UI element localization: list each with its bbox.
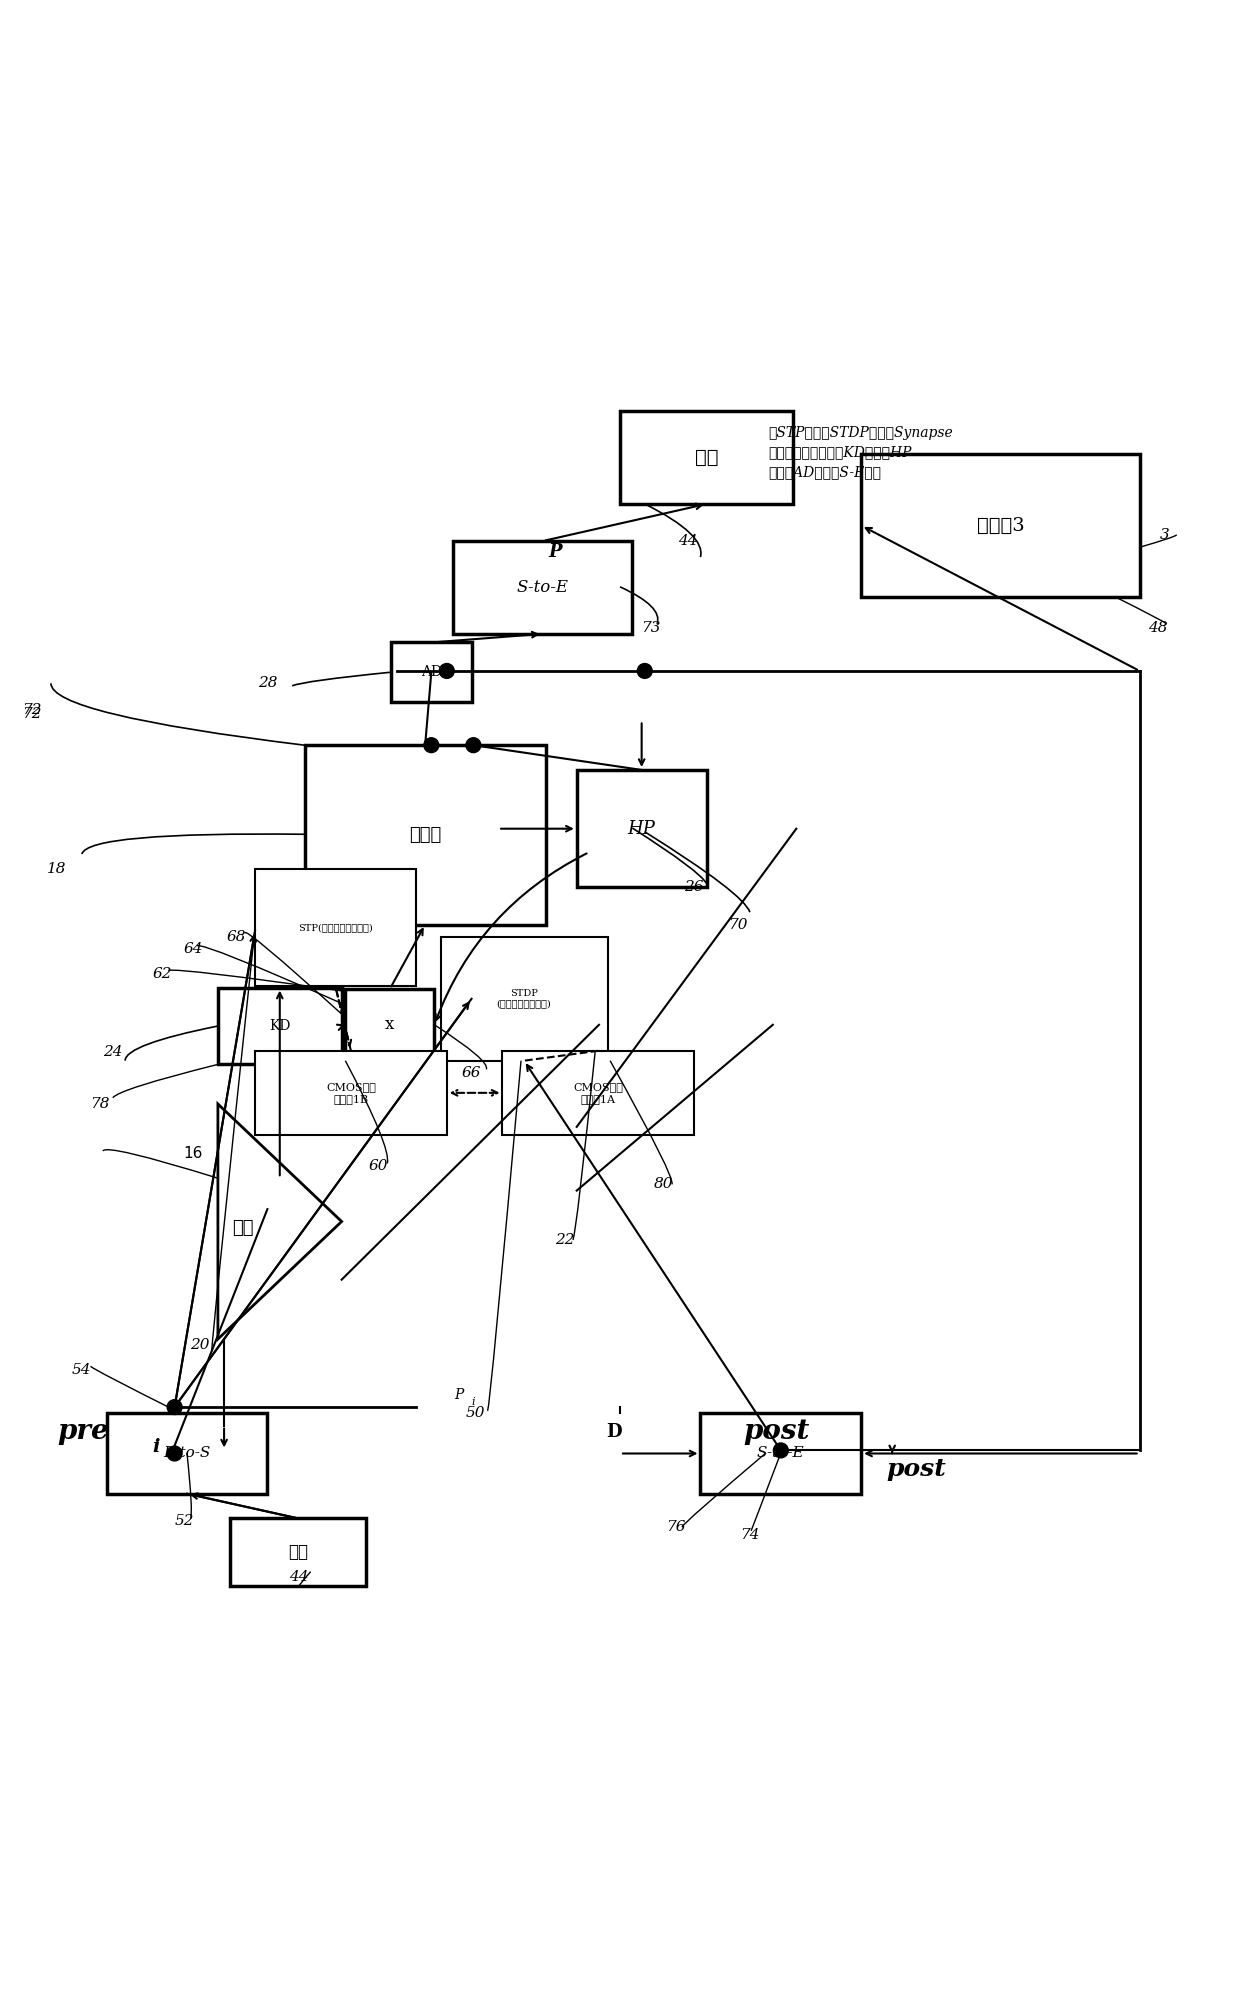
Circle shape [466,738,481,752]
Text: HP: HP [627,820,656,838]
Text: 44: 44 [289,1570,308,1584]
Text: 52: 52 [175,1514,195,1528]
FancyBboxPatch shape [502,1051,694,1136]
Text: 输入: 输入 [289,1544,309,1562]
Text: 72: 72 [22,708,42,722]
Circle shape [637,663,652,677]
Text: 74: 74 [740,1528,760,1542]
Text: 68: 68 [227,931,247,945]
FancyBboxPatch shape [620,412,794,505]
FancyBboxPatch shape [218,987,342,1065]
Text: 24: 24 [103,1045,123,1059]
Text: 60: 60 [370,1160,388,1174]
Text: 72: 72 [22,704,42,718]
Text: 78: 78 [91,1097,110,1112]
Text: KD: KD [269,1019,290,1033]
Text: pre: pre [57,1419,109,1445]
Text: CMOS变触
存储器1A: CMOS变触 存储器1A [573,1081,624,1103]
FancyBboxPatch shape [305,746,546,925]
Text: 输出: 输出 [694,448,718,466]
Text: P: P [549,543,563,561]
Text: 16: 16 [184,1146,203,1162]
Text: STDP
(进行时间多路复用): STDP (进行时间多路复用) [497,989,552,1009]
Text: 48: 48 [1148,621,1168,635]
Text: E-to-S: E-to-S [164,1447,211,1461]
FancyBboxPatch shape [577,770,707,888]
Text: 66: 66 [461,1065,481,1079]
Text: 3: 3 [1159,529,1169,543]
Circle shape [774,1443,789,1457]
FancyBboxPatch shape [391,643,471,701]
Text: 73: 73 [641,621,661,635]
Text: 80: 80 [653,1178,673,1192]
Text: 突触: 突触 [232,1218,253,1236]
Text: 18: 18 [47,862,67,876]
Text: 26: 26 [684,880,704,894]
FancyBboxPatch shape [440,937,608,1061]
Text: 62: 62 [153,967,172,981]
Circle shape [167,1445,182,1461]
Text: 54: 54 [72,1363,92,1377]
Text: S-to-E: S-to-E [758,1447,805,1461]
Text: 64: 64 [184,943,203,957]
Text: P: P [455,1387,464,1401]
Text: 22: 22 [554,1232,574,1246]
FancyBboxPatch shape [107,1413,268,1493]
FancyBboxPatch shape [255,1051,446,1136]
Text: 76: 76 [666,1520,686,1534]
Text: 20: 20 [190,1339,210,1353]
FancyBboxPatch shape [255,868,415,987]
FancyBboxPatch shape [862,454,1140,597]
Text: AD: AD [420,665,441,679]
Text: 50: 50 [465,1407,485,1421]
Text: STP(进行时间多路复用): STP(进行时间多路复用) [298,923,373,933]
Text: 70: 70 [728,919,748,931]
Text: D: D [606,1423,621,1441]
FancyBboxPatch shape [345,989,434,1061]
Text: 28: 28 [258,675,278,689]
Text: 神经元: 神经元 [409,826,441,844]
Circle shape [424,738,439,752]
Text: S-to-E: S-to-E [517,579,569,595]
Text: CMOS变触
存储器1B: CMOS变触 存储器1B [326,1081,376,1103]
Text: 44: 44 [678,535,698,549]
Circle shape [439,663,454,677]
FancyBboxPatch shape [453,541,632,633]
Text: post: post [887,1457,946,1481]
Text: post: post [744,1419,810,1445]
Text: i: i [471,1397,475,1407]
Text: 至STP电路、STDP电路、Synapse
电路、神经元电路、KD电路、HP
电路、AD电路和S-E电路: 至STP电路、STDP电路、Synapse 电路、神经元电路、KD电路、HP 电… [769,426,954,478]
Text: x: x [386,1017,394,1033]
FancyBboxPatch shape [231,1518,366,1586]
Circle shape [167,1399,182,1415]
FancyBboxPatch shape [701,1413,862,1493]
Text: 存储器3: 存储器3 [977,517,1024,535]
Text: i: i [153,1437,160,1455]
